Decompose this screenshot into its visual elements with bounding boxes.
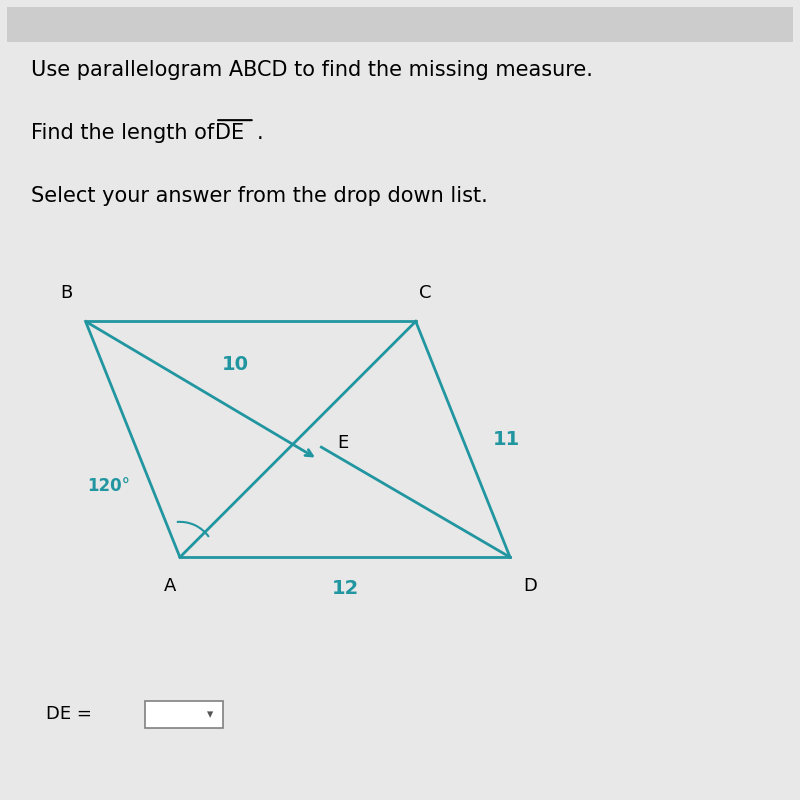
Text: 11: 11 bbox=[493, 430, 520, 449]
Text: C: C bbox=[419, 284, 432, 302]
Text: 12: 12 bbox=[331, 579, 358, 598]
Text: 10: 10 bbox=[222, 355, 249, 374]
Text: Use parallelogram ABCD to find the missing measure.: Use parallelogram ABCD to find the missi… bbox=[30, 60, 593, 80]
Text: DE: DE bbox=[215, 122, 244, 142]
Text: D: D bbox=[522, 577, 537, 595]
Text: 120°: 120° bbox=[88, 478, 130, 495]
Text: Select your answer from the drop down list.: Select your answer from the drop down li… bbox=[30, 186, 487, 206]
Text: DE =: DE = bbox=[46, 706, 92, 723]
Text: ▾: ▾ bbox=[207, 708, 214, 721]
FancyBboxPatch shape bbox=[145, 701, 223, 728]
Text: Find the length of: Find the length of bbox=[30, 122, 221, 142]
Text: .: . bbox=[257, 122, 263, 142]
Text: A: A bbox=[164, 577, 176, 595]
Text: B: B bbox=[60, 284, 72, 302]
Text: E: E bbox=[337, 434, 348, 452]
FancyBboxPatch shape bbox=[7, 7, 793, 42]
